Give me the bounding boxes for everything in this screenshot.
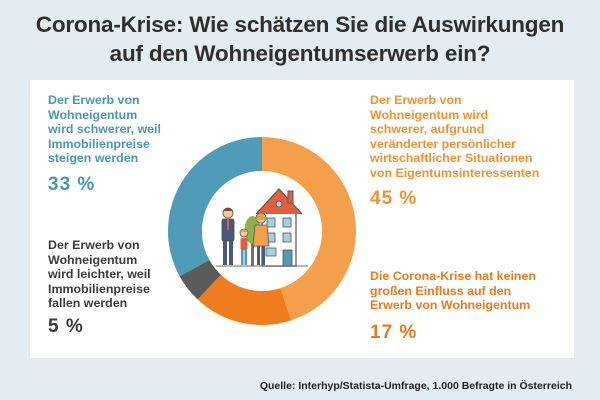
donut-slice-personal-situation xyxy=(262,137,356,321)
label-line: Wohneigentum wird xyxy=(370,107,489,122)
label-prices-rise: Der Erwerb von Wohneigentum wird schwere… xyxy=(48,93,161,166)
label-line: wird leichter, weil xyxy=(48,267,151,281)
label-line: fallen werden xyxy=(48,296,128,310)
value-label-personal-situation: 45 % xyxy=(370,188,418,209)
label-personal-situation: Der Erwerb von Wohneigentum wird schwere… xyxy=(370,93,539,180)
label-line: Der Erwerb von xyxy=(48,93,140,107)
label-line: Wohneigentum xyxy=(48,107,138,122)
label-line: Die Corona-Krise hat keinen xyxy=(370,269,536,283)
label-line: Immobilienpreise xyxy=(48,281,150,296)
label-line: Immobilienpreise xyxy=(48,136,150,151)
label-line: Der Erwerb von xyxy=(370,93,462,107)
label-line: großen Einfluss auf den xyxy=(370,283,512,298)
donut-slice-no-influence xyxy=(197,274,292,325)
source-note: Quelle: Interhyp/Statista-Umfrage, 1.000… xyxy=(259,380,572,392)
value-label-prices-fall: 5 % xyxy=(48,316,84,337)
label-line: schwerer, aufgrund xyxy=(370,122,485,136)
label-line: steigen werden xyxy=(48,151,139,165)
chart-title-line-1: Corona-Krise: Wie schätzen Sie die Auswi… xyxy=(35,12,565,37)
label-line: wird schwerer, weil xyxy=(48,122,161,136)
label-prices-fall: Der Erwerb von Wohneigentum wird leichte… xyxy=(48,238,151,311)
donut-slice-prices-rise xyxy=(167,137,262,277)
label-line: von Eigentumsinteressenten xyxy=(370,165,540,180)
family-house-icon xyxy=(216,188,308,267)
donut-slices xyxy=(167,137,356,325)
label-no-influence: Die Corona-Krise hat keinen großen Einfl… xyxy=(370,269,536,313)
chart-title-line-2: auf den Wohneigentumserwerb ein? xyxy=(109,41,491,66)
label-line: Der Erwerb von xyxy=(48,238,140,252)
label-line: veränderter persönlicher xyxy=(370,136,516,151)
value-label-prices-rise: 33 % xyxy=(48,174,96,195)
donut-slice-prices-fall xyxy=(179,259,221,300)
label-line: Wohneigentum xyxy=(48,252,138,267)
label-line: wirtschaftlicher Situationen xyxy=(370,151,533,165)
chart-title: Corona-Krise: Wie schätzen Sie die Auswi… xyxy=(0,10,600,68)
label-line: Erwerb von Wohneigentum xyxy=(370,298,531,312)
value-label-no-influence: 17 % xyxy=(370,322,418,343)
